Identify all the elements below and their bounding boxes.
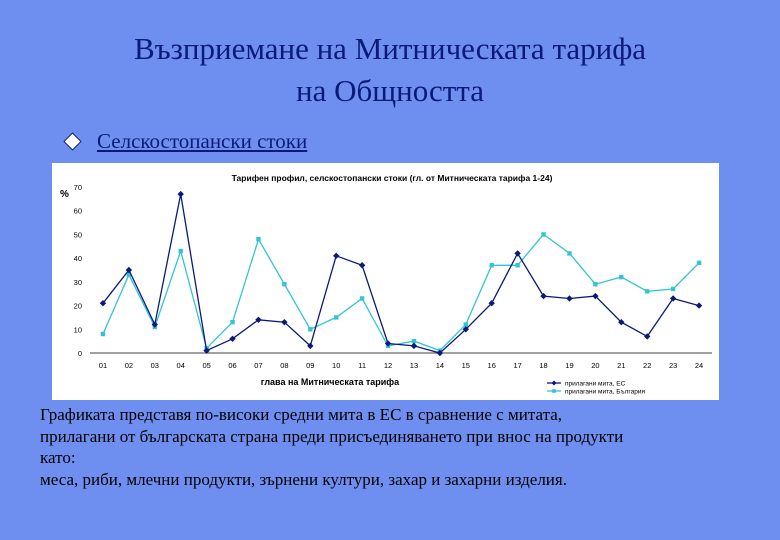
x-tick-label: 01 [99, 361, 107, 370]
point-bulgaria [696, 260, 702, 266]
point-eu [229, 335, 236, 342]
point-bulgaria [593, 282, 598, 287]
point-bulgaria [359, 296, 365, 301]
x-tick-label: 24 [695, 361, 703, 370]
slide-title: Възприемане на Митническата тарифа на Об… [40, 28, 740, 112]
y-axis-label: % [60, 189, 69, 200]
y-tick-label: 0 [78, 349, 82, 358]
point-eu [488, 300, 495, 307]
point-bulgaria [308, 327, 313, 332]
slide-title-line-1: Възприемане на Митническата тарифа [133, 31, 647, 66]
point-eu [436, 349, 444, 357]
x-axis-label: глава на Митническата тарифа [261, 377, 400, 387]
point-eu [151, 321, 158, 328]
y-tick-label: 10 [74, 325, 82, 334]
point-bulgaria [515, 263, 520, 268]
point-eu [333, 252, 340, 259]
point-eu [358, 262, 366, 269]
x-tick-label: 17 [513, 361, 521, 370]
x-tick-label: 05 [202, 361, 210, 370]
point-bulgaria [489, 263, 494, 268]
x-tick-label: 21 [617, 361, 625, 370]
caption-line-1: Графиката представя по-високи средни мит… [40, 405, 563, 424]
x-tick-label: 04 [177, 361, 185, 370]
point-bulgaria [541, 232, 546, 237]
legend-marker-bulgaria [552, 389, 556, 393]
x-tick-label: 12 [384, 361, 392, 370]
x-tick-label: 09 [306, 361, 314, 370]
x-tick-label: 08 [280, 361, 288, 370]
y-tick-label: 70 [74, 183, 82, 192]
point-eu [99, 300, 107, 307]
point-eu [566, 295, 573, 302]
point-bulgaria [670, 286, 676, 292]
chart-panel: Тарифен профил, селскостопански стоки (г… [52, 163, 719, 400]
point-eu [255, 316, 262, 323]
x-tick-label: 02 [125, 361, 133, 370]
y-tick-label: 40 [74, 254, 82, 263]
point-bulgaria [282, 282, 287, 287]
legend-label-eu: прилагани мита, ЕС [565, 381, 626, 388]
caption-text: Графиката представя по-високи средни мит… [40, 404, 760, 490]
point-bulgaria [126, 272, 132, 277]
x-tick-label: 10 [332, 361, 340, 370]
point-bulgaria [256, 236, 261, 242]
point-bulgaria [334, 315, 339, 320]
x-tick-label: 11 [358, 361, 366, 370]
y-tick-label: 30 [74, 278, 82, 287]
point-bulgaria [645, 289, 650, 294]
series-layer [99, 190, 703, 357]
point-eu [669, 295, 677, 302]
x-tick-label: 14 [436, 361, 444, 370]
legend-label-bulgaria: прилагани мита, България [565, 389, 645, 396]
x-tick-label: 13 [410, 361, 418, 370]
point-bulgaria [567, 251, 572, 256]
bullet-diamond-icon [63, 131, 82, 151]
y-tick-label: 60 [74, 207, 82, 216]
point-bulgaria [619, 274, 624, 280]
x-tick-label: 18 [539, 361, 547, 370]
point-eu [644, 333, 651, 340]
x-tick-label: 16 [488, 361, 496, 370]
x-tick-label: 22 [643, 361, 651, 370]
x-tick-label: 23 [669, 361, 677, 370]
point-eu [410, 342, 418, 350]
series-line-eu [102, 193, 700, 354]
point-eu [281, 318, 288, 326]
chart-title: Тарифен профил, селскостопански стоки (г… [232, 173, 553, 183]
series-line-bulgaria [102, 233, 700, 352]
x-tick-label: 19 [565, 361, 573, 370]
point-eu [514, 250, 521, 257]
point-eu [618, 318, 625, 326]
slide-title-line-2: на Общността [296, 73, 484, 108]
bullet-label: Селскостопански стоки [97, 128, 308, 153]
point-eu [462, 326, 469, 333]
x-tick-label: 06 [228, 361, 236, 370]
point-eu [592, 292, 599, 300]
legend-marker-eu [551, 380, 557, 386]
x-tick-label: 15 [462, 361, 470, 370]
point-eu [384, 340, 392, 347]
point-bulgaria [230, 319, 235, 325]
caption-line-2: прилагани от българската страна преди пр… [40, 426, 624, 446]
x-tick-label: 03 [151, 361, 159, 370]
point-eu [540, 292, 547, 300]
point-eu [695, 302, 703, 309]
point-eu [125, 266, 133, 274]
tariff-profile-chart: Тарифен профил, селскостопански стоки (г… [60, 173, 712, 396]
caption-line-3: като: [40, 448, 76, 467]
point-bulgaria [178, 248, 183, 254]
x-tick-label: 07 [254, 361, 262, 370]
bullet-item: Селскостопански стоки [63, 126, 308, 156]
point-bulgaria [411, 338, 417, 344]
point-eu [177, 190, 184, 198]
caption-line-4: меса, риби, млечни продукти, зърнени кул… [40, 469, 567, 489]
y-tick-label: 50 [74, 230, 82, 239]
point-bulgaria [463, 322, 468, 327]
y-tick-label: 20 [74, 302, 82, 311]
axes-layer: 0 10 20 30 40 50 60 70 01 02 03 04 05 06 07 08 09 10 11 12 1… [74, 183, 712, 370]
x-tick-label: 20 [591, 361, 599, 370]
point-bulgaria [100, 331, 106, 337]
